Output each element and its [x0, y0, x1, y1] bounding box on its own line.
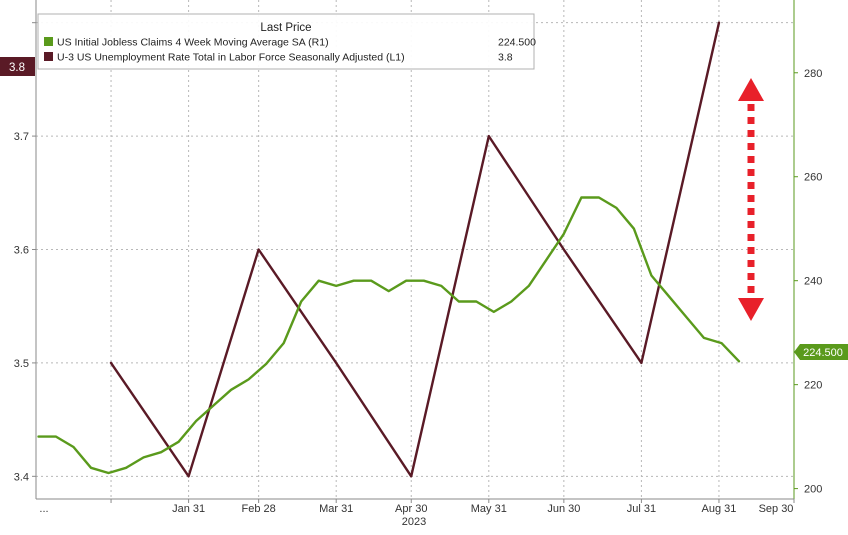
x-tick-label: Sep 30 — [759, 503, 794, 515]
left-tick-label: 3.7 — [14, 131, 29, 143]
legend-entry-claims: US Initial Jobless Claims 4 Week Moving … — [57, 37, 329, 49]
right-tick-label: 260 — [804, 172, 822, 184]
left-tick-label: 3.5 — [14, 358, 29, 370]
x-tick-label: Jul 31 — [627, 503, 656, 515]
x-tick-label: Jan 31 — [172, 503, 205, 515]
right-badge-label: 224.500 — [803, 347, 843, 359]
right-tick-label: 200 — [804, 484, 822, 496]
legend-entry-claims-last: 224.500 — [498, 37, 536, 49]
left-tick-label: 3.4 — [14, 471, 29, 483]
legend-swatch-unemployment — [44, 52, 53, 61]
legend-swatch-claims — [44, 37, 53, 46]
x-tick-label: ... — [39, 503, 48, 515]
x-tick-label: Apr 30 — [395, 503, 427, 515]
x-tick-label: Feb 28 — [242, 503, 276, 515]
left-tick-label: 3.6 — [14, 245, 29, 257]
legend-header: Last Price — [260, 22, 311, 34]
left-axis-last-value-badge: 3.8 — [0, 57, 35, 76]
right-tick-label: 280 — [804, 68, 822, 80]
legend: Last Price US Initial Jobless Claims 4 W… — [38, 14, 536, 69]
right-tick-label: 220 — [804, 380, 822, 392]
x-tick-label: Mar 31 — [319, 503, 353, 515]
right-axis-last-value-badge: 224.500 — [794, 344, 848, 360]
x-tick-label: May 31 — [471, 503, 507, 515]
legend-entry-unemployment-last: 3.8 — [498, 52, 513, 64]
right-tick-label: 240 — [804, 276, 822, 288]
x-axis-year-label: 2023 — [402, 516, 426, 528]
legend-entry-unemployment: U-3 US Unemployment Rate Total in Labor … — [57, 52, 405, 64]
x-tick-label: Aug 31 — [702, 503, 737, 515]
left-badge-label: 3.8 — [9, 62, 25, 74]
x-tick-label: Jun 30 — [547, 503, 580, 515]
